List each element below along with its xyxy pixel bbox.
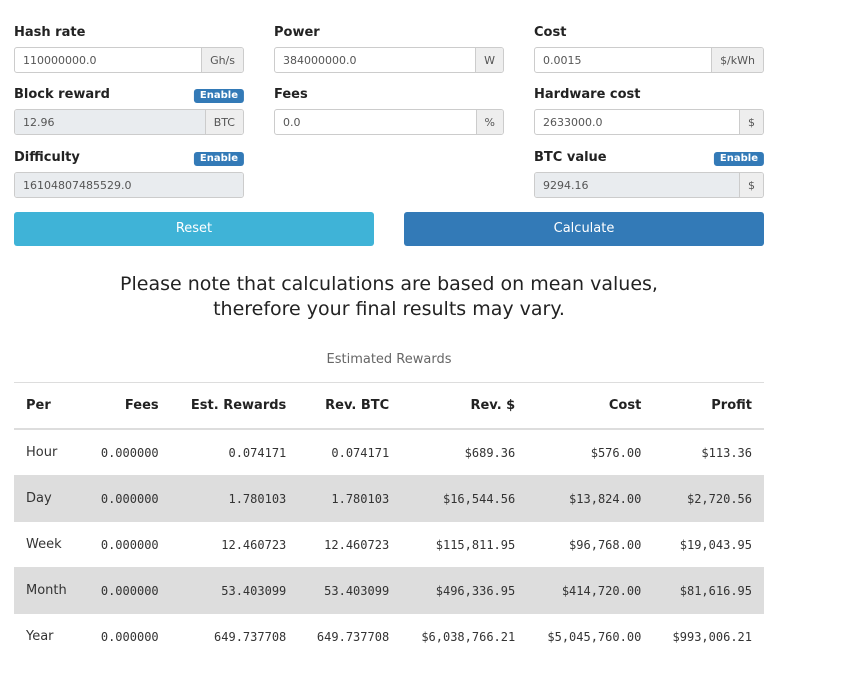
- table-cell: $689.36: [401, 428, 528, 476]
- column-header: Fees: [83, 382, 171, 430]
- table-cell: $414,720.00: [527, 567, 654, 614]
- field-label: BTC value: [534, 150, 607, 165]
- table-cell: $5,045,760.00: [527, 613, 654, 659]
- calculate-button[interactable]: Calculate: [404, 212, 764, 246]
- notice: Please note that calculations are based …: [14, 272, 764, 322]
- table-cell: 1.780103: [170, 475, 299, 522]
- field-label: Hash rate: [14, 25, 86, 40]
- table-cell: Month: [14, 567, 84, 614]
- table-cell: Hour: [14, 428, 84, 476]
- input-unit: %: [475, 110, 503, 134]
- table-caption: Estimated Rewards: [326, 352, 452, 367]
- table-cell: $13,824.00: [527, 475, 654, 522]
- reset-button[interactable]: Reset: [14, 212, 374, 246]
- table-cell: Year: [14, 613, 84, 659]
- column-header: Rev. $: [401, 382, 528, 430]
- column-header: Profit: [653, 382, 764, 430]
- input-group: 384000000.0 W: [274, 47, 504, 73]
- input-value: 9294.16: [535, 173, 739, 197]
- input-unit: Gh/s: [201, 48, 243, 72]
- enable-badge[interactable]: Enable: [193, 152, 244, 166]
- field-label: Hardware cost: [534, 87, 641, 102]
- input-value[interactable]: 0.0: [283, 116, 301, 129]
- table-row: Month 0.000000 53.403099 53.403099 $496,336.…: [14, 567, 764, 614]
- input-unit: $: [739, 110, 763, 134]
- enable-badge[interactable]: Enable: [713, 152, 764, 166]
- field-label: Difficulty: [14, 150, 80, 165]
- input-group: 9294.16 $: [534, 172, 764, 198]
- input-unit: W: [475, 48, 503, 72]
- input-value[interactable]: 2633000.0: [543, 116, 603, 129]
- table-cell: 53.403099: [298, 567, 402, 614]
- table-cell: $115,811.95: [401, 521, 528, 568]
- field-label: Cost: [534, 25, 567, 40]
- table-cell: 0.000000: [83, 521, 171, 568]
- input-group: 110000000.0 Gh/s: [14, 47, 244, 73]
- table-cell: $496,336.95: [401, 567, 528, 614]
- table-cell: Day: [14, 475, 84, 522]
- input-group: 0.0015 $/kWh: [534, 47, 764, 73]
- rewards-table: Per Fees Est. Rewards Rev. BTC Rev. $ Cost Pro…: [14, 382, 764, 659]
- table-cell: 0.074171: [170, 428, 299, 476]
- table-row: Hour 0.000000 0.074171 0.074171 $689.36 $576.…: [14, 428, 764, 476]
- enable-badge[interactable]: Enable: [193, 89, 244, 103]
- table-row: Week 0.000000 12.460723 12.460723 $115,811.9…: [14, 521, 764, 568]
- input-value[interactable]: 0.0015: [543, 54, 582, 67]
- table-row: Year 0.000000 649.737708 649.737708 $6,038,7…: [14, 613, 764, 659]
- input-value: 12.96: [15, 110, 205, 134]
- table-cell: 649.737708: [170, 613, 299, 659]
- column-header: Per: [14, 382, 84, 430]
- field-label: Power: [274, 25, 320, 40]
- column-header: Cost: [527, 382, 654, 430]
- input-unit: BTC: [204, 110, 243, 134]
- table-cell: 0.074171: [298, 428, 402, 476]
- table-cell: $19,043.95: [653, 521, 764, 568]
- table-row: Day 0.000000 1.780103 1.780103 $16,544.56 $13…: [14, 475, 764, 522]
- table-cell: 53.403099: [170, 567, 299, 614]
- table-cell: $113.36: [653, 428, 764, 476]
- table-cell: $993,006.21: [653, 613, 764, 659]
- input-unit: $: [739, 173, 763, 197]
- input-value[interactable]: 110000000.0: [23, 54, 97, 67]
- table-cell: 12.460723: [298, 521, 402, 568]
- input-group: 16104807485529.0: [14, 172, 244, 198]
- notice-line: Please note that calculations are based …: [120, 273, 658, 295]
- table-cell: 0.000000: [83, 475, 171, 522]
- table-cell: $16,544.56: [401, 475, 528, 522]
- table-cell: $576.00: [527, 428, 654, 476]
- input-unit: $/kWh: [711, 48, 763, 72]
- table-cell: $96,768.00: [527, 521, 654, 568]
- input-group: 0.0%: [274, 109, 504, 135]
- column-header: Est. Rewards: [170, 382, 299, 430]
- input-value[interactable]: 384000000.0: [283, 54, 357, 67]
- table-cell: Week: [14, 521, 84, 568]
- header-row: Per Fees Est. Rewards Rev. BTC Rev. $ Cost Pro…: [14, 382, 764, 430]
- table-cell: 0.000000: [83, 613, 171, 659]
- table-cell: $6,038,766.21: [401, 613, 528, 659]
- table-cell: 0.000000: [83, 567, 171, 614]
- table-cell: 649.737708: [298, 613, 402, 659]
- field-label: Fees: [274, 87, 308, 102]
- field-label: Block reward: [14, 87, 110, 102]
- table-cell: 0.000000: [83, 428, 171, 476]
- notice-line: therefore your final results may vary.: [213, 298, 565, 320]
- table-cell: $2,720.56: [653, 475, 764, 522]
- table-cell: 1.780103: [298, 475, 402, 522]
- input-group: 2633000.0 $: [534, 109, 764, 135]
- input-value: 16104807485529.0: [15, 173, 243, 197]
- input-group: 12.96 BTC: [14, 109, 244, 135]
- table-cell: 12.460723: [170, 521, 299, 568]
- column-header: Rev. BTC: [298, 382, 402, 430]
- table-cell: $81,616.95: [653, 567, 764, 614]
